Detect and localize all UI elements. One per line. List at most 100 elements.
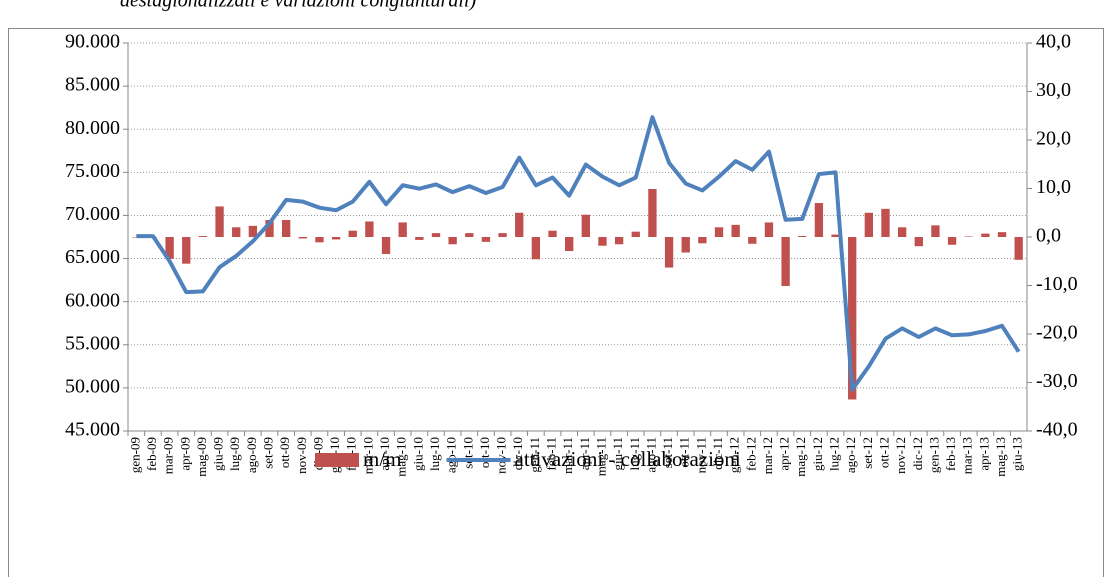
x-tick-label: lug-09 xyxy=(227,437,242,471)
x-tick-label: mar-12 xyxy=(760,437,775,474)
x-tick-label: apr-11 xyxy=(577,437,592,470)
y-tick-label: 80.000 xyxy=(65,117,120,139)
y2-tick-label: 20,0 xyxy=(1036,128,1071,150)
bar xyxy=(664,237,674,268)
bar xyxy=(881,208,890,237)
x-tick-label: apr-12 xyxy=(777,437,792,471)
y-tick-label: 65.000 xyxy=(65,246,120,268)
x-tick-label: dic-10 xyxy=(510,437,525,470)
x-tick-label: lug-12 xyxy=(827,437,842,471)
y-tick-label: 50.000 xyxy=(65,375,120,397)
x-tick-label: giu-11 xyxy=(610,437,625,470)
x-tick-label: gen-09 xyxy=(127,437,142,473)
x-tick-label: ago-11 xyxy=(643,437,658,473)
x-tick-label: giu-12 xyxy=(810,437,825,471)
x-tick-label: nov-11 xyxy=(693,437,708,473)
x-tick-label: ott-12 xyxy=(876,437,891,468)
legend-label: m/m xyxy=(363,447,402,471)
bar xyxy=(931,225,940,237)
x-tick-label: mag-10 xyxy=(394,437,409,477)
y2-tick-label: -10,0 xyxy=(1036,273,1078,295)
bar xyxy=(281,220,291,237)
x-tick-label: mar-13 xyxy=(960,437,975,474)
x-tick-label: mar-10 xyxy=(360,437,375,474)
bar xyxy=(381,237,391,254)
bar xyxy=(714,227,724,237)
x-tick-label: dic-11 xyxy=(710,437,725,470)
y-tick-label: 90.000 xyxy=(65,31,120,53)
y-tick-label: 85.000 xyxy=(65,74,120,96)
x-tick-label: lug-10 xyxy=(427,437,442,471)
bar xyxy=(581,214,590,237)
x-tick-label: gen-13 xyxy=(926,437,941,473)
x-tick-label: giu-09 xyxy=(211,437,226,471)
bar xyxy=(265,220,274,237)
bar xyxy=(498,233,507,237)
x-tick-label: gen-11 xyxy=(527,437,542,473)
line xyxy=(136,115,1021,392)
x-tick-label: dic-12 xyxy=(910,437,925,470)
bar xyxy=(1014,237,1023,260)
x-tick-label: giu-13 xyxy=(1010,437,1025,471)
x-tick-label: ott-11 xyxy=(677,437,692,468)
chart-frame xyxy=(8,28,1104,577)
bar xyxy=(614,237,624,245)
bar xyxy=(598,237,607,246)
bar xyxy=(531,237,541,260)
y2-tick-label: 0,0 xyxy=(1036,225,1061,247)
bar xyxy=(631,231,640,237)
bar xyxy=(914,237,923,247)
x-tick-label: feb-13 xyxy=(943,437,958,471)
legend-swatch xyxy=(315,453,359,467)
x-tick-label: feb-12 xyxy=(743,437,758,471)
y-tick-label: 60.000 xyxy=(65,289,120,311)
bar xyxy=(331,237,341,240)
bar xyxy=(165,237,174,259)
x-tick-label: mag-13 xyxy=(993,437,1008,477)
y2-tick-label: 30,0 xyxy=(1036,79,1071,101)
x-tick-label: ago-12 xyxy=(843,437,858,473)
y-tick-label: 70.000 xyxy=(65,203,120,225)
bar xyxy=(515,212,524,237)
x-tick-label: mar-09 xyxy=(161,437,176,474)
x-tick-label: set-09 xyxy=(260,437,275,469)
bar xyxy=(132,237,141,238)
bar xyxy=(897,227,907,237)
bar xyxy=(698,237,707,244)
x-tick-label: apr-13 xyxy=(976,437,991,471)
bar xyxy=(781,237,790,286)
x-tick-label: giu-10 xyxy=(410,437,425,471)
bar xyxy=(248,225,258,237)
bar xyxy=(398,222,407,237)
x-tick-label: apr-10 xyxy=(377,437,392,471)
bar xyxy=(848,237,857,400)
x-tick-label: ago-09 xyxy=(244,437,259,473)
bar xyxy=(548,230,557,237)
legend-label: attivazioni - collaborazioni xyxy=(515,447,741,471)
bar xyxy=(465,233,474,237)
x-tick-label: mag-12 xyxy=(793,437,808,477)
bar xyxy=(764,222,774,237)
bar xyxy=(648,188,657,237)
x-tick-label: ago-10 xyxy=(444,437,459,473)
x-tick-label: set-11 xyxy=(660,437,675,468)
y-tick-label: 75.000 xyxy=(65,160,120,182)
bar xyxy=(864,212,874,237)
y2-tick-label: -20,0 xyxy=(1036,322,1078,344)
x-tick-label: set-12 xyxy=(860,437,875,469)
x-tick-label: feb-11 xyxy=(544,437,559,470)
bar xyxy=(981,233,990,237)
bar xyxy=(798,236,807,237)
bar xyxy=(232,227,241,237)
bar xyxy=(748,237,757,244)
y-tick-label: 55.000 xyxy=(65,332,120,354)
y-tick-label: 45.000 xyxy=(65,419,120,441)
y2-tick-label: 40,0 xyxy=(1036,31,1071,53)
x-tick-label: mag-09 xyxy=(194,437,209,477)
x-tick-label: gen-12 xyxy=(727,437,742,473)
bar xyxy=(481,237,491,242)
bar xyxy=(348,230,357,237)
bar xyxy=(997,232,1007,237)
bar xyxy=(681,237,690,253)
bar xyxy=(315,237,324,243)
